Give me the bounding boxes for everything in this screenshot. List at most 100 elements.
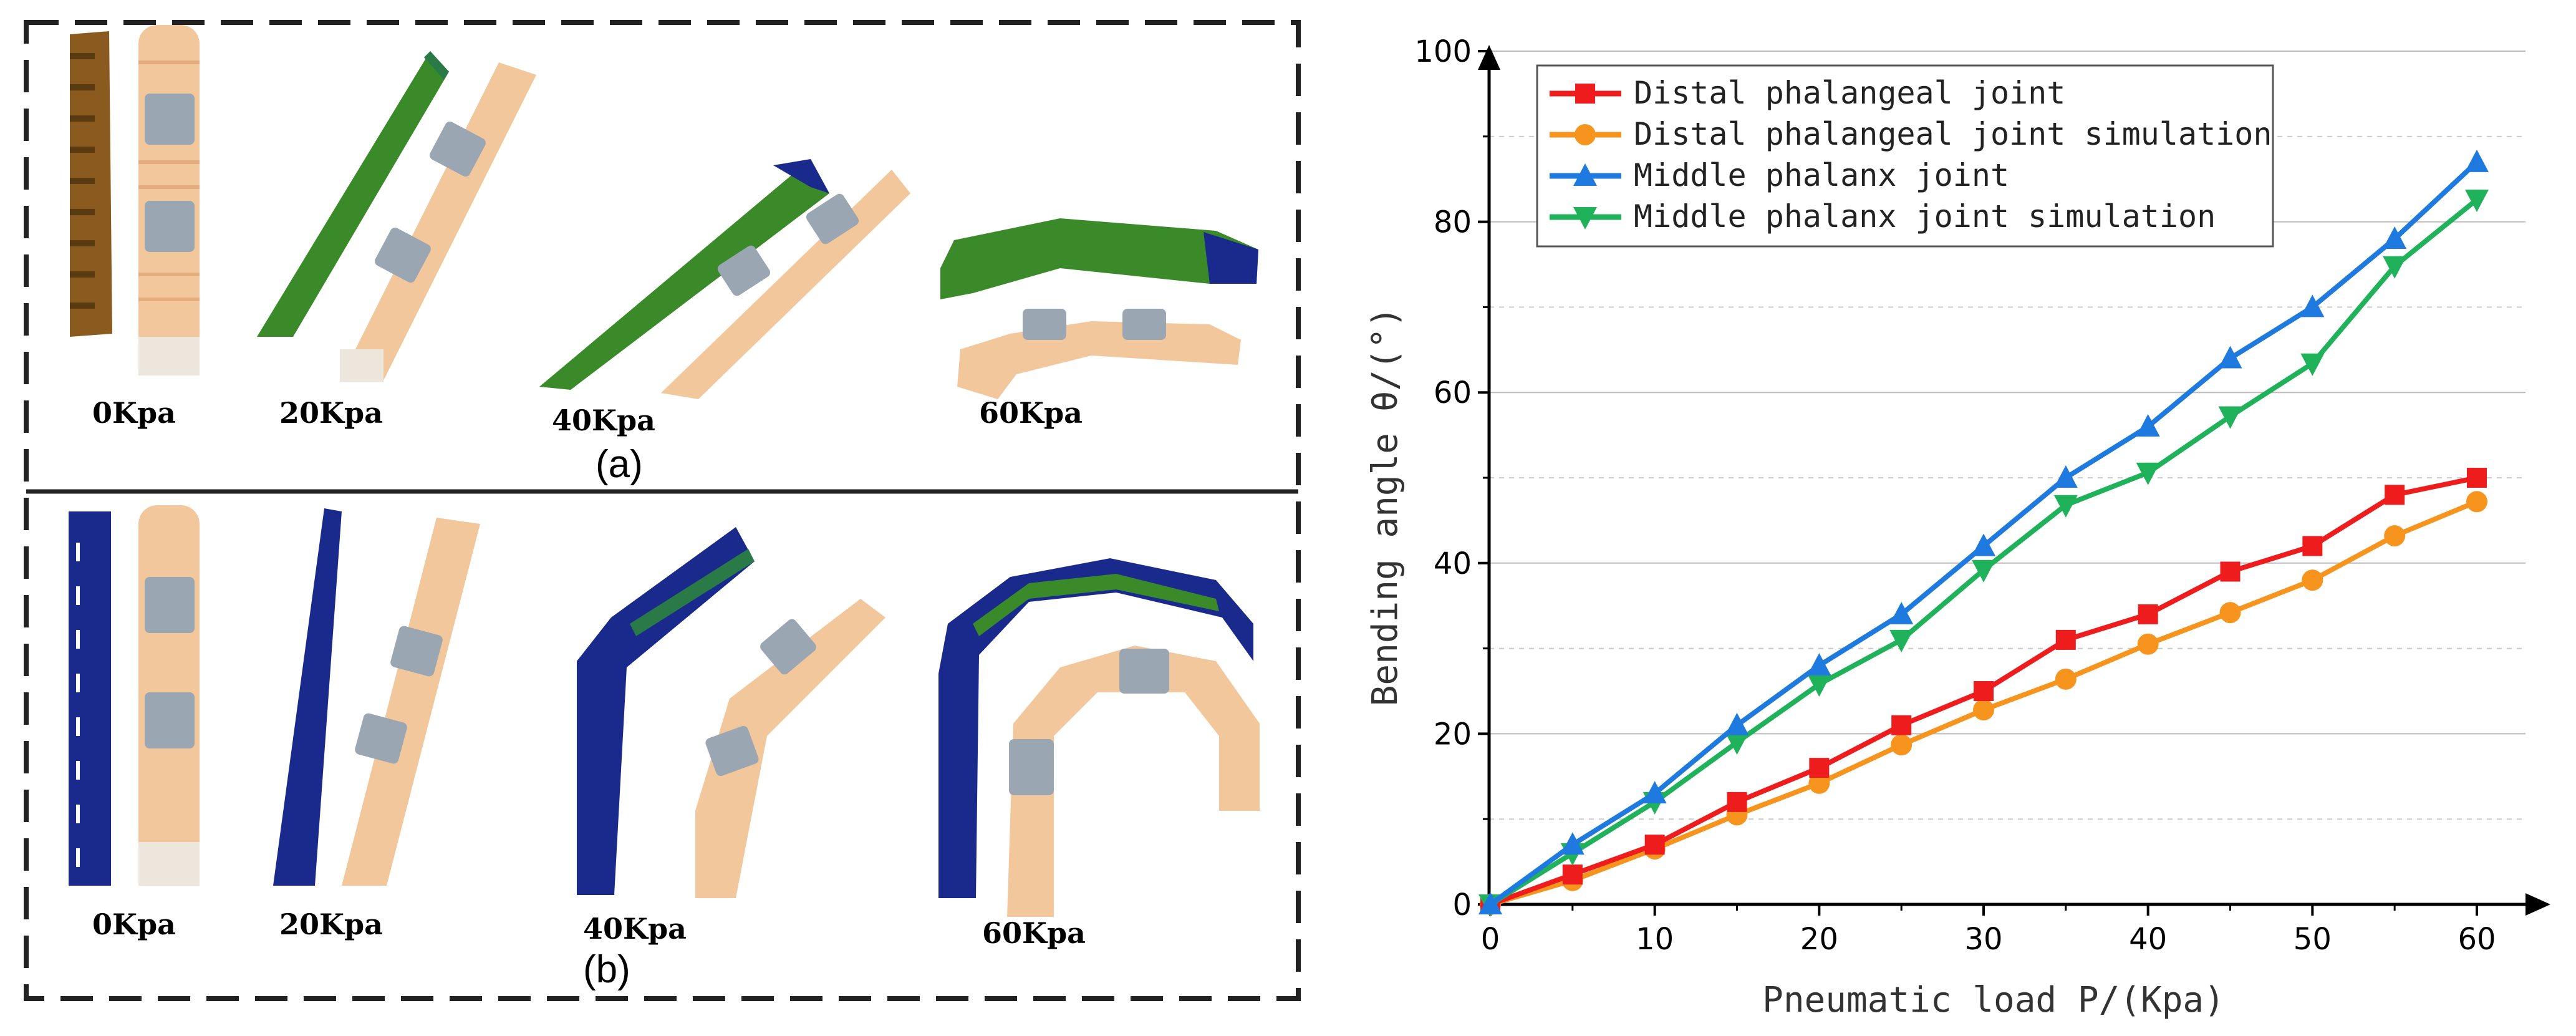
y-tick-label: 0 <box>1452 888 1472 922</box>
x-tick-label: 60 <box>2458 922 2496 957</box>
data-point-2 <box>1972 533 1995 556</box>
pressure-label-a-0: 0Kpa <box>92 396 176 430</box>
data-point-0 <box>1644 835 1665 855</box>
pressure-label-b-20: 20Kpa <box>279 908 383 941</box>
panel-b: 0Kpa 20Kpa 40Kpa <box>69 505 1260 991</box>
data-point-1 <box>1808 772 1830 794</box>
sim-finger-b-60 <box>938 558 1253 898</box>
data-point-2 <box>2383 226 2407 249</box>
data-point-3 <box>2465 190 2489 213</box>
data-series <box>1479 149 2489 917</box>
data-point-3 <box>1725 732 1749 755</box>
y-tick-label: 100 <box>1414 34 1472 69</box>
y-tick-label: 80 <box>1434 205 1472 240</box>
x-tick-label: 20 <box>1800 922 1838 957</box>
real-finger-b-40 <box>695 599 885 898</box>
data-point-1 <box>2055 668 2077 690</box>
data-point-1 <box>2466 491 2487 513</box>
data-point-0 <box>2220 561 2241 582</box>
y-tick-label: 20 <box>1434 717 1472 752</box>
pressure-label-b-40: 40Kpa <box>583 912 687 946</box>
x-tick-label: 10 <box>1636 922 1674 957</box>
pressure-label-a-60: 60Kpa <box>979 396 1083 430</box>
data-point-0 <box>1891 715 1912 735</box>
legend-marker-3 <box>1573 207 1597 230</box>
x-tick-label: 0 <box>1481 922 1500 957</box>
data-point-2 <box>1560 832 1585 855</box>
x-axis-arrow <box>2525 893 2550 916</box>
data-point-2 <box>1479 892 1502 914</box>
legend-marker-1 <box>1575 124 1596 145</box>
data-point-3 <box>1807 674 1831 697</box>
sim-finger-a-40 <box>539 159 829 390</box>
x-tick-label: 40 <box>2129 922 2167 957</box>
data-point-0 <box>2055 629 2076 650</box>
data-point-2 <box>1643 781 1667 804</box>
legend: Distal phalangeal joint Distal phalangeal… <box>1536 64 2274 248</box>
data-point-0 <box>1727 792 1747 812</box>
data-point-2 <box>1807 652 1831 675</box>
real-finger-b-20 <box>342 518 480 886</box>
data-point-2 <box>2218 346 2242 369</box>
legend-label-3: Middle phalanx joint simulation <box>1634 198 2216 235</box>
sim-finger-b-20 <box>273 508 342 886</box>
y-tick-label: 60 <box>1434 375 1472 410</box>
data-point-0 <box>1809 758 1830 778</box>
data-point-1 <box>2137 633 2159 655</box>
data-point-1 <box>2219 602 2241 624</box>
y-tick-label: 40 <box>1434 546 1472 581</box>
data-point-0 <box>2385 485 2405 505</box>
legend-label-0: Distal phalangeal joint <box>1634 75 2065 111</box>
data-point-2 <box>2465 149 2489 172</box>
data-point-3 <box>2053 495 2078 518</box>
data-point-3 <box>1972 559 1995 583</box>
data-point-1 <box>1891 734 1913 756</box>
pressure-label-b-60: 60Kpa <box>982 916 1086 950</box>
real-finger-a-0 <box>138 25 200 375</box>
real-finger-b-60 <box>1007 646 1260 917</box>
data-point-3 <box>2218 406 2242 429</box>
panel-a: 0Kpa 20Kpa 40Kpa <box>70 25 1258 486</box>
deformation-figure: 0Kpa 20Kpa 40Kpa <box>24 20 1301 1001</box>
pressure-label-a-40: 40Kpa <box>552 404 655 437</box>
sim-finger-a-20 <box>257 51 449 337</box>
x-axis-title: Pneumatic load P/(Kpa) <box>1762 980 2225 1020</box>
x-tick-label: 30 <box>1964 922 2002 957</box>
data-point-2 <box>2053 465 2078 488</box>
sim-finger-a-60 <box>940 218 1258 299</box>
axes: 0 10 20 30 40 50 60 0 20 40 60 80 100 <box>1414 34 2550 957</box>
legend-marker-2 <box>1573 163 1597 186</box>
panel-a-label: (a) <box>596 443 643 486</box>
data-point-1 <box>1973 699 1994 721</box>
dashed-frame <box>24 20 1301 1001</box>
data-point-2 <box>2300 294 2325 317</box>
legend-box <box>1536 64 2274 248</box>
legend-label-1: Distal phalangeal joint simulation <box>1634 116 2272 152</box>
data-point-3 <box>2383 256 2407 279</box>
data-point-3 <box>1889 629 1914 652</box>
sim-finger-b-40 <box>577 527 755 895</box>
sim-finger-b-0 <box>69 511 111 886</box>
data-point-1 <box>2384 525 2406 547</box>
data-point-1 <box>2302 569 2323 591</box>
data-point-2 <box>2136 414 2160 437</box>
real-finger-a-40 <box>661 170 910 399</box>
data-point-3 <box>2136 462 2160 485</box>
data-point-3 <box>2300 353 2325 376</box>
pressure-label-b-0: 0Kpa <box>92 908 176 941</box>
real-finger-a-60 <box>957 309 1241 399</box>
data-point-0 <box>2138 604 2158 624</box>
legend-label-2: Middle phalanx joint <box>1634 157 2009 193</box>
bending-angle-chart: 0 10 20 30 40 50 60 0 20 40 60 80 100 Distal phalang… <box>1365 34 2550 1020</box>
data-point-2 <box>1889 601 1914 624</box>
sim-finger-a-0 <box>70 31 112 337</box>
panel-b-label: (b) <box>583 948 630 991</box>
data-point-0 <box>1974 681 1994 701</box>
real-finger-b-0 <box>138 505 200 886</box>
data-point-2 <box>1725 712 1749 735</box>
x-tick-label: 50 <box>2294 922 2332 957</box>
y-axis-arrow <box>1478 45 1500 70</box>
real-finger-a-20 <box>340 62 536 382</box>
data-point-0 <box>2302 536 2323 556</box>
data-point-0 <box>1562 864 1583 885</box>
